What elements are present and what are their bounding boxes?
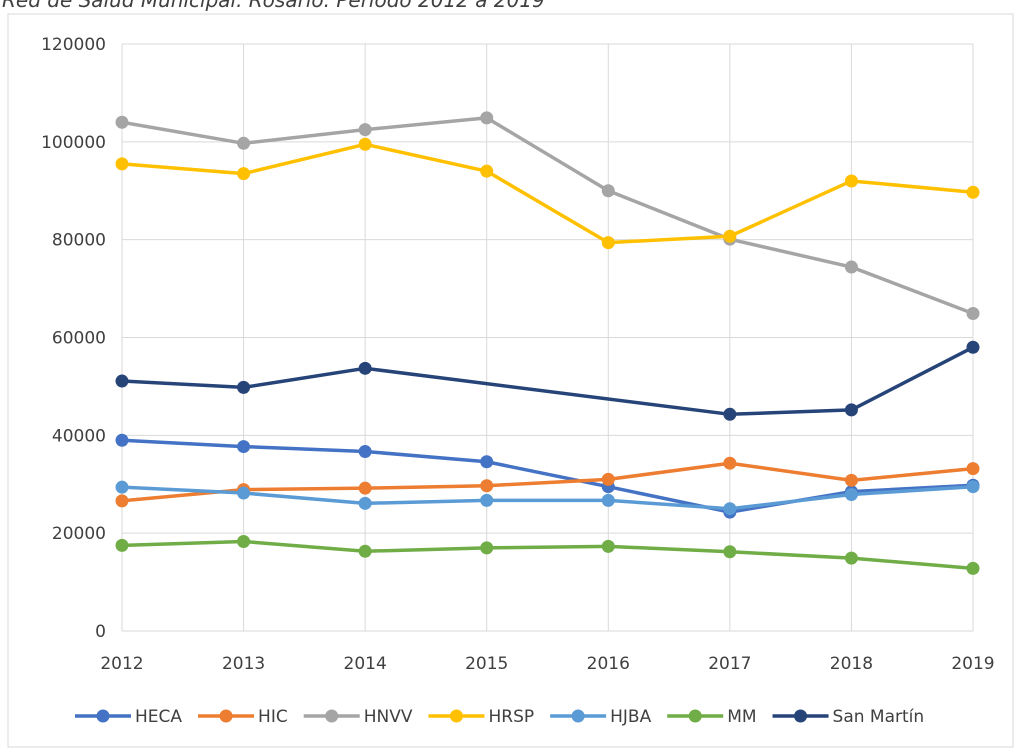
series-marker (844, 260, 858, 274)
x-tick-label: 2012 (100, 654, 143, 674)
series-marker (358, 544, 372, 558)
series-marker (723, 502, 737, 516)
series-marker (115, 538, 129, 552)
y-tick-label: 0 (95, 622, 106, 642)
series-marker (966, 340, 980, 354)
series-marker (480, 541, 494, 555)
legend-marker (794, 709, 808, 723)
series-marker (237, 534, 251, 548)
series-marker (115, 480, 129, 494)
legend-marker (449, 709, 463, 723)
series-marker (358, 137, 372, 151)
series-marker (480, 455, 494, 469)
legend-marker (219, 709, 233, 723)
series-marker (358, 123, 372, 137)
series-marker (358, 444, 372, 458)
series-marker (237, 380, 251, 394)
legend-label: San Martín (833, 707, 925, 727)
y-tick-label: 100000 (41, 133, 106, 153)
series-marker (601, 493, 615, 507)
series-marker (237, 136, 251, 150)
series-line (121, 484, 974, 511)
series-marker (480, 479, 494, 493)
x-tick-label: 2014 (344, 654, 387, 674)
legend-marker (688, 709, 702, 723)
x-tick-label: 2013 (222, 654, 265, 674)
series-marker (480, 164, 494, 178)
series-marker (723, 456, 737, 470)
series-marker (115, 433, 129, 447)
chart-title: Red de Salud Municipal. Rosario. Período… (2, 0, 545, 12)
series-marker (480, 493, 494, 507)
series-marker (115, 157, 129, 171)
series-marker (844, 473, 858, 487)
x-tick-label: 2015 (465, 654, 508, 674)
series-marker (237, 486, 251, 500)
series-marker (966, 307, 980, 321)
legend-label: HRSP (488, 707, 534, 727)
series-line (121, 142, 974, 245)
series-line (121, 116, 974, 316)
y-tick-label: 120000 (41, 35, 106, 55)
x-tick-label: 2018 (830, 654, 873, 674)
legend-label: HJBA (610, 707, 651, 727)
series-marker (966, 480, 980, 494)
y-tick-label: 20000 (52, 524, 106, 544)
series-marker (358, 481, 372, 495)
y-tick-label: 80000 (52, 231, 106, 251)
series-marker (966, 185, 980, 199)
series-marker (966, 561, 980, 575)
series-marker (237, 167, 251, 181)
x-tick-label: 2017 (708, 654, 751, 674)
y-tick-label: 60000 (52, 329, 106, 349)
legend-marker (571, 709, 585, 723)
y-tick-label: 40000 (52, 426, 106, 446)
legend-label: MM (727, 707, 756, 727)
legend-label: HIC (258, 707, 288, 727)
series-line (121, 438, 974, 514)
series-marker (844, 551, 858, 565)
series-marker (723, 407, 737, 421)
series-marker (844, 488, 858, 502)
series-marker (601, 472, 615, 486)
series-marker (480, 111, 494, 125)
chart-border (7, 13, 1014, 748)
series-marker (115, 374, 129, 388)
x-tick-label: 2016 (587, 654, 630, 674)
series-marker (844, 174, 858, 188)
series-marker (237, 440, 251, 454)
series-line (121, 461, 974, 503)
series-marker (723, 545, 737, 559)
x-tick-label: 2019 (951, 654, 994, 674)
series-marker (723, 229, 737, 243)
series-marker (601, 539, 615, 553)
series-marker (115, 115, 129, 129)
series-marker (966, 462, 980, 476)
gap-connector (364, 366, 731, 417)
series-marker (601, 236, 615, 250)
series-marker (358, 496, 372, 510)
series-marker (115, 494, 129, 508)
legend-marker (96, 709, 110, 723)
legend-marker (325, 709, 339, 723)
series-line (121, 539, 974, 571)
legend-label: HNVV (364, 707, 413, 727)
series-marker (601, 184, 615, 198)
series-marker (358, 361, 372, 375)
series-marker (844, 403, 858, 417)
legend-label: HECA (135, 707, 182, 727)
